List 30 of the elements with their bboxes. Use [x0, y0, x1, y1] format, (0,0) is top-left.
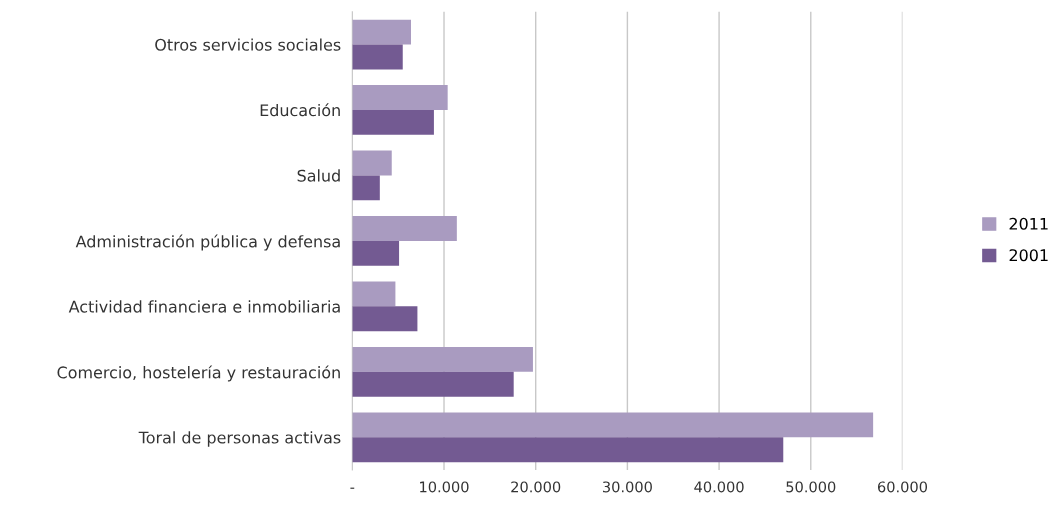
bar — [352, 371, 514, 397]
x-tick-label: 50.000 — [786, 481, 836, 493]
bar — [352, 216, 457, 241]
bar — [352, 150, 392, 176]
x-tick-label: 20.000 — [511, 481, 561, 493]
bar — [352, 85, 448, 110]
x-tick-label: 60.000 — [877, 481, 928, 493]
y-tick-label: Otros servicios sociales — [155, 38, 341, 51]
y-tick-label: Salud — [297, 169, 340, 182]
y-tick-label: Toral de personas activas — [138, 431, 341, 447]
x-tick-label: 40.000 — [694, 481, 744, 493]
bar — [352, 437, 784, 463]
y-tick-label: Administración pública y defensa — [75, 234, 340, 251]
x-tick-label: 10.000 — [420, 481, 469, 493]
bar — [352, 109, 434, 135]
bar — [352, 240, 400, 266]
x-tick-label: 30.000 — [602, 481, 652, 493]
y-tick-label: Educación — [260, 103, 340, 117]
bar — [352, 19, 411, 45]
legend-label: 2011 — [1009, 217, 1048, 230]
bar — [352, 281, 396, 307]
bar — [352, 346, 533, 372]
y-tick-label: Actividad financiera e inmobiliaria — [68, 300, 340, 313]
bar — [352, 412, 874, 438]
bar — [352, 306, 418, 332]
legend-label: 2001 — [1009, 249, 1048, 262]
y-tick-label: Comercio, hostelería y restauración — [57, 365, 340, 382]
x-tick-label: - — [350, 487, 355, 489]
bar — [352, 175, 380, 201]
bar — [352, 44, 403, 70]
